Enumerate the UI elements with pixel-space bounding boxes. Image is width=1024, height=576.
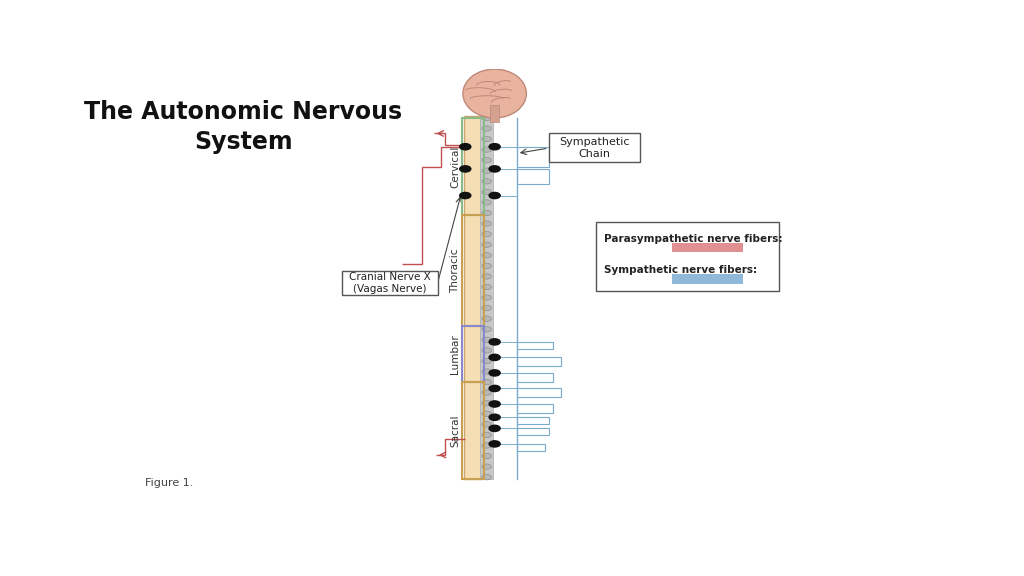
Circle shape xyxy=(482,327,492,332)
Circle shape xyxy=(489,401,500,407)
Circle shape xyxy=(482,147,492,152)
Text: Lumbar: Lumbar xyxy=(450,334,460,374)
Circle shape xyxy=(482,179,492,184)
Circle shape xyxy=(482,189,492,195)
Circle shape xyxy=(482,210,492,215)
Bar xyxy=(342,271,437,295)
Bar xyxy=(462,118,484,215)
Text: The Autonomic Nervous
System: The Autonomic Nervous System xyxy=(84,100,402,154)
Circle shape xyxy=(489,354,500,361)
Bar xyxy=(462,382,484,479)
Bar xyxy=(596,222,778,291)
Circle shape xyxy=(482,115,492,120)
Bar xyxy=(489,105,500,122)
Circle shape xyxy=(482,137,492,142)
Circle shape xyxy=(482,369,492,374)
Circle shape xyxy=(482,126,492,131)
Circle shape xyxy=(482,390,492,395)
Text: Cervical: Cervical xyxy=(450,146,460,188)
Text: Figure 1.: Figure 1. xyxy=(145,478,194,488)
Circle shape xyxy=(482,305,492,311)
Circle shape xyxy=(460,192,471,199)
Bar xyxy=(462,327,484,382)
Bar xyxy=(672,274,743,284)
Circle shape xyxy=(482,242,492,247)
Circle shape xyxy=(482,432,492,438)
Bar xyxy=(672,242,743,252)
Bar xyxy=(462,215,484,327)
Circle shape xyxy=(482,475,492,480)
Circle shape xyxy=(482,380,492,385)
Circle shape xyxy=(482,443,492,448)
Circle shape xyxy=(482,464,492,469)
Circle shape xyxy=(489,166,500,172)
Circle shape xyxy=(460,166,471,172)
Text: Sympathetic
Chain: Sympathetic Chain xyxy=(559,137,630,158)
Bar xyxy=(549,134,640,162)
Circle shape xyxy=(482,253,492,258)
Circle shape xyxy=(482,232,492,237)
Circle shape xyxy=(489,425,500,431)
Text: Cranial Nerve X
(Vagas Nerve): Cranial Nerve X (Vagas Nerve) xyxy=(349,272,431,294)
Circle shape xyxy=(489,441,500,447)
Circle shape xyxy=(482,274,492,279)
Circle shape xyxy=(482,411,492,416)
Circle shape xyxy=(482,316,492,321)
Text: Sympathetic nerve fibers:: Sympathetic nerve fibers: xyxy=(604,266,758,275)
Circle shape xyxy=(482,358,492,363)
Circle shape xyxy=(489,370,500,376)
Circle shape xyxy=(482,422,492,427)
Circle shape xyxy=(489,339,500,345)
Circle shape xyxy=(489,385,500,392)
Circle shape xyxy=(482,348,492,353)
Circle shape xyxy=(482,337,492,343)
Circle shape xyxy=(460,143,471,150)
Circle shape xyxy=(482,285,492,290)
Circle shape xyxy=(482,200,492,205)
Bar xyxy=(480,116,494,479)
Circle shape xyxy=(482,263,492,268)
Ellipse shape xyxy=(463,69,526,118)
Text: Sacral: Sacral xyxy=(450,414,460,447)
Circle shape xyxy=(489,192,500,199)
Text: Thoracic: Thoracic xyxy=(450,249,460,293)
Bar xyxy=(465,116,482,479)
Text: Parasympathetic nerve fibers:: Parasympathetic nerve fibers: xyxy=(604,234,782,244)
Circle shape xyxy=(482,295,492,300)
Circle shape xyxy=(482,157,492,163)
Circle shape xyxy=(482,400,492,406)
Circle shape xyxy=(489,143,500,150)
Circle shape xyxy=(482,221,492,226)
Circle shape xyxy=(482,168,492,173)
Circle shape xyxy=(482,453,492,458)
Circle shape xyxy=(489,414,500,420)
